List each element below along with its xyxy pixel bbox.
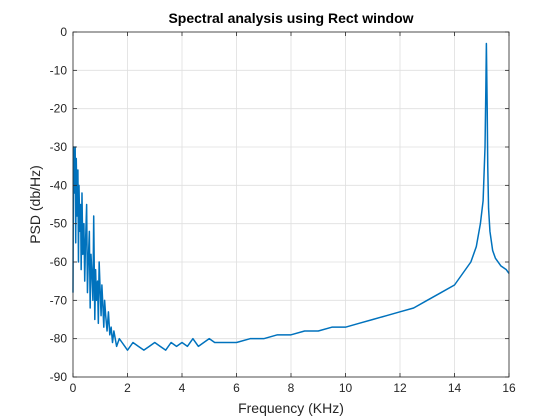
x-tick-label: 8	[288, 381, 295, 395]
y-tick-label: -20	[50, 102, 68, 116]
y-tick-label: -10	[50, 63, 68, 77]
y-tick-label: -40	[50, 178, 68, 192]
y-tick-label: -60	[50, 255, 68, 269]
x-tick-label: 12	[393, 381, 407, 395]
x-tick-label: 10	[339, 381, 353, 395]
x-tick-label: 16	[502, 381, 516, 395]
y-axis-label: PSD (db/Hz)	[27, 165, 43, 244]
y-tick-label: -90	[50, 370, 68, 384]
y-tick-label: 0	[60, 25, 67, 39]
x-tick-label: 14	[448, 381, 462, 395]
x-tick-label: 2	[124, 381, 131, 395]
y-tick-label: -80	[50, 332, 68, 346]
x-tick-label: 0	[70, 381, 77, 395]
y-tick-label: -70	[50, 293, 68, 307]
x-tick-label: 4	[179, 381, 186, 395]
y-tick-label: -50	[50, 217, 68, 231]
x-tick-label: 6	[233, 381, 240, 395]
x-axis-label: Frequency (KHz)	[238, 400, 344, 416]
chart-title: Spectral analysis using Rect window	[168, 10, 413, 26]
y-tick-label: -30	[50, 140, 68, 154]
